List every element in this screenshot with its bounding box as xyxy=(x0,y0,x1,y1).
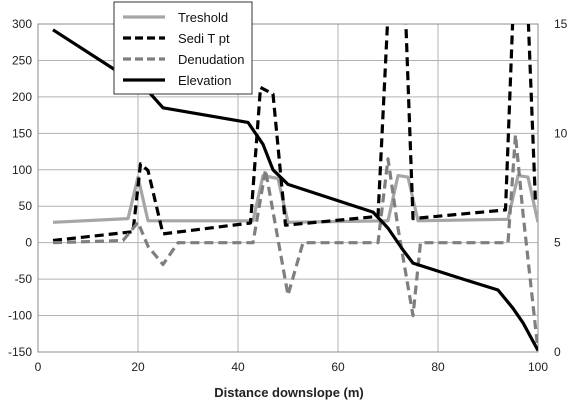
y-tick-label: -150 xyxy=(8,345,32,359)
x-tick-label: 60 xyxy=(331,360,345,374)
series-line-elevation xyxy=(52,28,538,352)
y-tick-label: 100 xyxy=(12,163,32,177)
y-tick-label: 0 xyxy=(25,236,32,250)
y-tick-label: -50 xyxy=(15,272,33,286)
plot-area-frame xyxy=(37,23,539,353)
series-line-treshold xyxy=(52,174,538,224)
y2-tick-label: 0 xyxy=(554,345,561,359)
y-tick-label: 250 xyxy=(12,53,32,67)
x-tick-label: 0 xyxy=(35,360,42,374)
legend-label: Denudation xyxy=(178,52,245,67)
chart-axes xyxy=(37,23,539,353)
chart-series xyxy=(52,24,538,352)
y2-tick-label: 10 xyxy=(554,126,568,140)
y2-tick-label: 15 xyxy=(554,17,568,31)
y2-tick-label: 5 xyxy=(554,236,561,250)
legend-label: Elevation xyxy=(178,73,231,88)
x-tick-label: 80 xyxy=(431,360,445,374)
y-tick-label: 300 xyxy=(12,17,32,31)
chart-legend: Treshold Sedi T pt Denudation Elevation xyxy=(113,1,253,95)
y-tick-label: 150 xyxy=(12,126,32,140)
x-axis-title: Distance downslope (m) xyxy=(214,385,364,400)
series-line-denudation xyxy=(52,133,538,351)
legend-label: Treshold xyxy=(178,10,228,25)
x-tick-label: 40 xyxy=(231,360,245,374)
y-tick-label: 50 xyxy=(19,199,33,213)
x-tick-label: 100 xyxy=(528,360,548,374)
y-tick-label: 200 xyxy=(12,90,32,104)
legend-label: Sedi T pt xyxy=(178,31,230,46)
x-tick-label: 20 xyxy=(131,360,145,374)
y-tick-label: -100 xyxy=(8,309,32,323)
series-line-sedi-t-pt xyxy=(52,24,538,243)
chart-gridlines xyxy=(37,23,539,353)
